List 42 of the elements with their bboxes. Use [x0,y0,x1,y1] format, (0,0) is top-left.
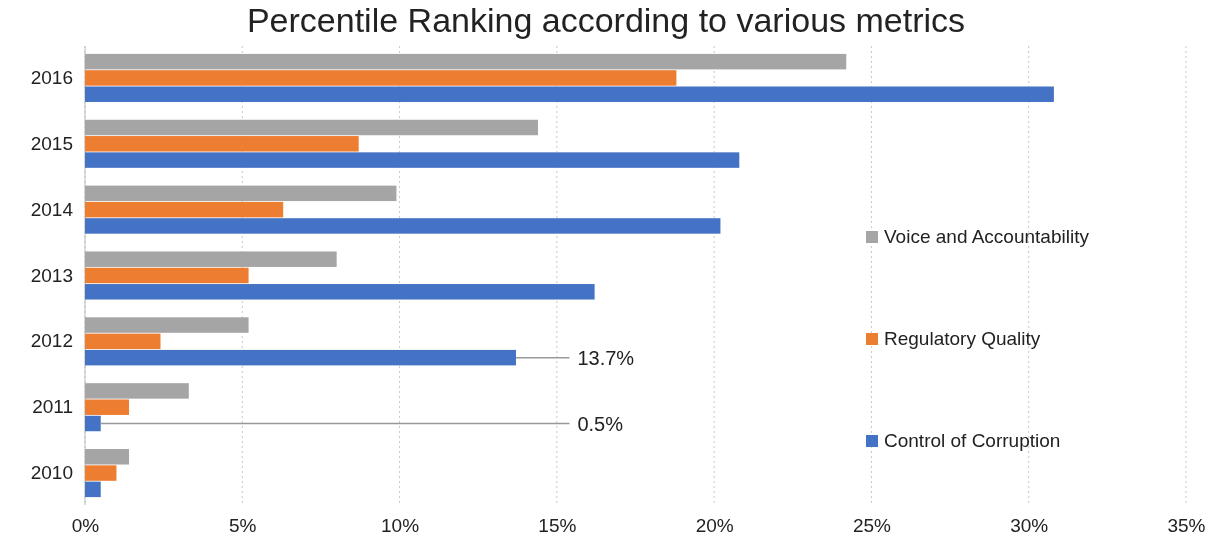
x-tick-label: 15% [538,515,577,537]
y-tick-label: 2014 [30,198,74,220]
bar [85,465,117,481]
bar [85,317,249,333]
bar [85,333,161,350]
x-tick-label: 30% [1010,515,1049,537]
bar [85,86,1054,102]
bar [85,399,130,415]
x-tick-label: 0% [71,515,100,537]
y-tick-label: 2015 [30,132,73,154]
bar [85,449,130,465]
data-label: 13.7% [577,346,635,369]
bar [85,119,538,136]
x-tick-label: 25% [852,515,892,537]
bar [85,415,101,432]
x-tick-label: 10% [381,515,420,537]
bar [85,284,595,300]
legend-label: Control of Corruption [884,430,1061,451]
bar [85,218,721,234]
bar [85,201,284,218]
bar [85,152,740,168]
bar [85,349,516,366]
data-label: 0.5% [577,412,624,435]
bar [85,136,359,152]
y-tick-label: 2013 [30,264,73,286]
bar [85,267,249,284]
chart-title: Percentile Ranking according to various metrics [246,1,966,39]
bar [85,251,337,267]
x-tick-label: 5% [229,515,257,537]
x-tick-label: 35% [1167,515,1206,537]
bar [85,70,677,86]
legend-label: Voice and Accountability [884,226,1090,247]
y-tick-label: 2011 [32,396,73,418]
y-tick-label: 2012 [30,330,73,352]
bar [85,53,847,70]
x-tick-label: 20% [695,515,734,537]
legend-label: Regulatory Quality [884,328,1041,349]
bar [85,383,189,399]
y-tick-label: 2016 [30,67,73,89]
bar [85,185,397,202]
y-tick-label: 2010 [30,462,73,484]
bar [85,481,101,498]
